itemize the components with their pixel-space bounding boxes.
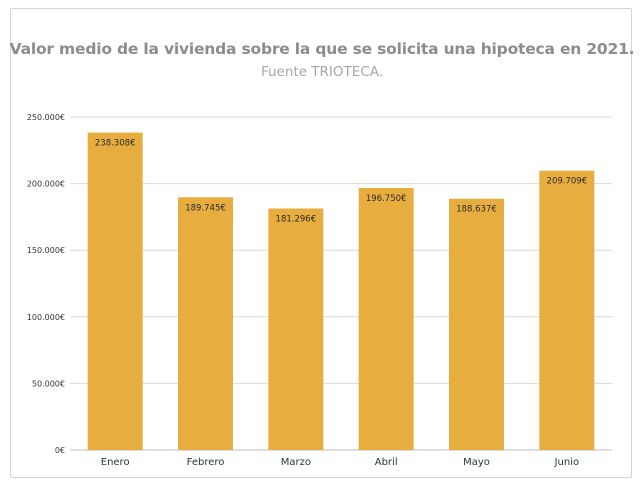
y-tick-label: 150.000€ bbox=[27, 246, 65, 255]
chart-subtitle: Fuente TRIOTECA. bbox=[260, 64, 384, 80]
data-label: 188.637€ bbox=[456, 205, 497, 215]
y-tick-label: 250.000€ bbox=[27, 113, 65, 122]
bar bbox=[358, 187, 414, 450]
data-label: 238.308€ bbox=[95, 139, 136, 149]
data-label: 209.709€ bbox=[547, 177, 588, 187]
x-tick-label: Enero bbox=[101, 457, 130, 468]
y-tick-label: 200.000€ bbox=[27, 180, 65, 189]
x-tick-label: Mayo bbox=[463, 457, 490, 468]
x-tick-label: Junio bbox=[554, 457, 580, 468]
data-label: 181.296€ bbox=[276, 215, 317, 225]
bar bbox=[268, 208, 324, 450]
y-tick-label: 100.000€ bbox=[27, 313, 65, 322]
x-tick-label: Abril bbox=[375, 457, 398, 468]
bar bbox=[87, 132, 143, 451]
x-tick-label: Marzo bbox=[281, 457, 311, 468]
y-tick-label: 50.000€ bbox=[32, 379, 65, 388]
bar bbox=[449, 198, 504, 450]
x-tick-label: Febrero bbox=[187, 457, 225, 468]
chart-title: Valor medio de la vivienda sobre la que … bbox=[9, 40, 635, 58]
bar bbox=[539, 170, 595, 451]
data-label: 196.750€ bbox=[366, 194, 407, 204]
y-tick-label: 0€ bbox=[55, 446, 65, 455]
bar bbox=[178, 197, 233, 450]
data-label: 189.745€ bbox=[185, 203, 226, 213]
